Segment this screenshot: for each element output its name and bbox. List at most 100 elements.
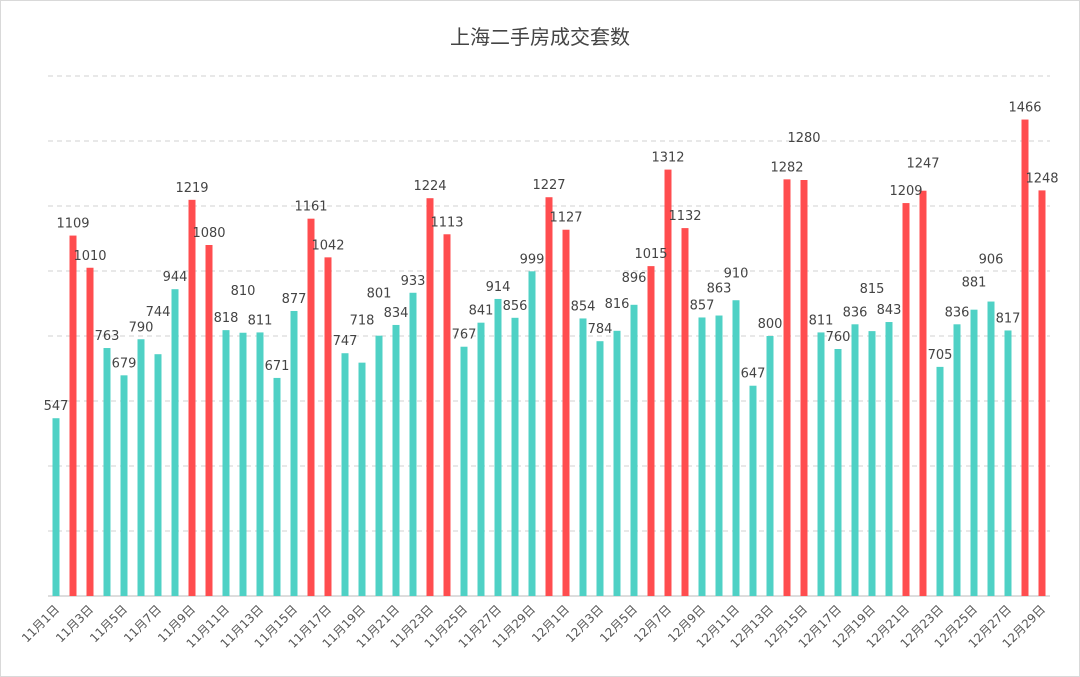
bar xyxy=(970,309,978,596)
bar xyxy=(953,324,961,596)
bar xyxy=(494,298,502,596)
bar xyxy=(732,300,740,596)
bar xyxy=(698,317,706,596)
data-label: 1247 xyxy=(906,157,939,172)
data-label: 1010 xyxy=(73,249,106,264)
data-label: 1282 xyxy=(770,160,803,175)
data-label: 1161 xyxy=(294,200,327,215)
data-label: 747 xyxy=(333,334,358,349)
data-label: 547 xyxy=(44,399,69,414)
data-label: 910 xyxy=(724,266,749,281)
data-label: 810 xyxy=(231,284,256,299)
data-label: 1227 xyxy=(532,178,565,193)
data-label: 834 xyxy=(384,306,409,321)
data-label: 1312 xyxy=(651,151,684,166)
bar xyxy=(800,180,808,596)
data-label: 744 xyxy=(146,305,171,320)
bar xyxy=(137,339,145,596)
bar xyxy=(1038,190,1046,596)
data-label: 1132 xyxy=(668,209,701,224)
data-label: 815 xyxy=(860,282,885,297)
bar xyxy=(52,418,60,596)
data-label: 817 xyxy=(996,311,1021,326)
data-label: 1042 xyxy=(311,238,344,253)
data-label: 881 xyxy=(962,276,987,291)
bar xyxy=(1004,330,1012,596)
bar xyxy=(681,228,689,596)
data-label: 1127 xyxy=(549,211,582,226)
bar xyxy=(477,322,485,596)
bar xyxy=(817,332,825,596)
bar xyxy=(545,197,553,596)
bar xyxy=(120,375,128,596)
data-label: 836 xyxy=(945,305,970,320)
data-label: 811 xyxy=(809,313,834,328)
bar xyxy=(171,289,179,596)
bar xyxy=(511,317,519,596)
bar xyxy=(528,271,536,596)
bar xyxy=(885,322,893,596)
bar xyxy=(392,324,400,596)
bar xyxy=(749,385,757,596)
bar xyxy=(715,315,723,596)
bar xyxy=(579,318,587,596)
bar xyxy=(987,301,995,596)
bar xyxy=(222,330,230,596)
data-label: 790 xyxy=(129,320,154,335)
bar xyxy=(766,336,774,596)
data-label: 811 xyxy=(248,313,273,328)
data-label: 933 xyxy=(401,274,426,289)
bar xyxy=(86,267,94,596)
bar xyxy=(460,346,468,596)
bar xyxy=(1021,119,1029,597)
data-label: 854 xyxy=(571,299,596,314)
bar xyxy=(358,362,366,596)
data-label: 914 xyxy=(486,280,511,295)
data-label: 1219 xyxy=(175,181,208,196)
bar xyxy=(324,257,332,596)
bar xyxy=(426,198,434,596)
bar xyxy=(664,169,672,596)
data-label: 1466 xyxy=(1008,101,1041,116)
bar xyxy=(256,332,264,596)
bar xyxy=(919,190,927,596)
data-label: 1248 xyxy=(1025,171,1058,186)
bar xyxy=(868,331,876,596)
data-label: 1080 xyxy=(192,226,225,241)
bar xyxy=(851,324,859,596)
data-label: 1209 xyxy=(889,184,922,199)
data-label: 1113 xyxy=(430,215,463,230)
bar xyxy=(562,229,570,596)
bar xyxy=(630,304,638,596)
bar xyxy=(443,234,451,596)
data-label: 999 xyxy=(520,252,545,267)
chart-title: 上海二手房成交套数 xyxy=(450,25,630,49)
data-label: 857 xyxy=(690,298,715,313)
data-label: 843 xyxy=(877,303,902,318)
data-label: 818 xyxy=(214,311,239,326)
data-label: 647 xyxy=(741,367,766,382)
data-label: 671 xyxy=(265,359,290,374)
data-label: 784 xyxy=(588,322,613,337)
data-label: 1109 xyxy=(56,217,89,232)
bar xyxy=(834,349,842,596)
bar xyxy=(647,266,655,596)
bar xyxy=(341,353,349,596)
bar xyxy=(239,332,247,596)
bar xyxy=(154,354,162,596)
bar xyxy=(273,377,281,596)
bar xyxy=(375,335,383,596)
data-label: 718 xyxy=(350,314,375,329)
data-label: 760 xyxy=(826,330,851,345)
data-label: 1280 xyxy=(787,131,820,146)
bar xyxy=(69,235,77,596)
bar xyxy=(613,330,621,596)
data-label: 705 xyxy=(928,348,953,363)
data-label: 1224 xyxy=(413,179,446,194)
data-label: 763 xyxy=(95,329,120,344)
data-label: 841 xyxy=(469,304,494,319)
data-label: 944 xyxy=(163,270,188,285)
bar xyxy=(783,179,791,596)
bar xyxy=(103,348,111,596)
